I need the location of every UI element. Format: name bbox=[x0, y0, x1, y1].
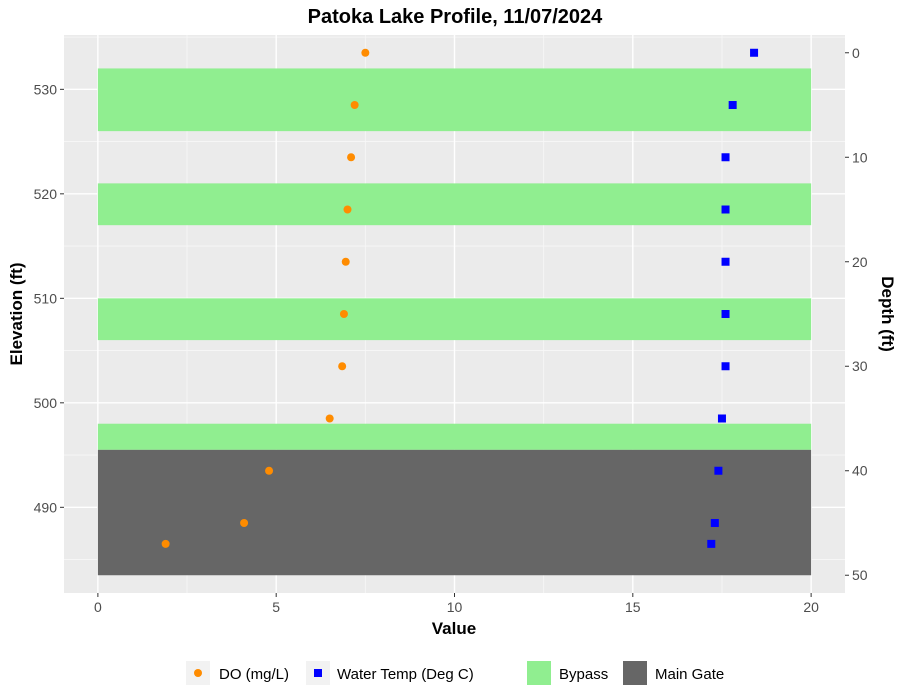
x-tick-label: 10 bbox=[447, 599, 463, 615]
y2-tick-label: 40 bbox=[852, 463, 868, 479]
plot-area bbox=[64, 35, 845, 593]
y2-tick-label: 0 bbox=[852, 45, 860, 61]
y2-tick-label: 30 bbox=[852, 358, 868, 374]
water-temp-deg-c-point bbox=[717, 414, 726, 423]
do-mg-l-point bbox=[338, 362, 347, 371]
legend-label-main-gate: Main Gate bbox=[655, 666, 724, 683]
y-axis-elevation: 490 500 510 520 530 bbox=[34, 81, 64, 515]
do-mg-l-point bbox=[325, 414, 334, 423]
y-axis-depth: 0 10 20 30 40 50 bbox=[845, 45, 868, 583]
do-mg-l-point bbox=[343, 205, 352, 214]
legend-key-main-gate bbox=[623, 661, 647, 685]
y-tick-label: 530 bbox=[34, 81, 58, 97]
do-mg-l-point bbox=[361, 48, 370, 57]
legend-label-do-mg-l: DO (mg/L) bbox=[219, 666, 289, 683]
y-tick-label: 490 bbox=[34, 499, 58, 515]
y2-tick-label: 10 bbox=[852, 149, 868, 165]
x-axis: 0 5 10 15 20 bbox=[94, 593, 819, 615]
main-gate-band bbox=[97, 449, 812, 576]
do-mg-l-point bbox=[161, 539, 170, 548]
y2-tick-label: 20 bbox=[852, 254, 868, 270]
y-tick-label: 510 bbox=[34, 290, 58, 306]
legend-key-bypass bbox=[527, 661, 551, 685]
y-tick-label: 500 bbox=[34, 395, 58, 411]
chart-title: Patoka Lake Profile, 11/07/2024 bbox=[308, 6, 604, 28]
water-temp-deg-c-point bbox=[721, 310, 730, 318]
x-tick-label: 5 bbox=[272, 599, 280, 615]
water-temp-deg-c-point bbox=[714, 466, 723, 475]
y-axis-title: Elevation (ft) bbox=[7, 263, 26, 366]
legend-key-water-temp-deg-c bbox=[314, 669, 322, 677]
water-temp-deg-c-point bbox=[728, 101, 737, 110]
do-mg-l-point bbox=[240, 518, 249, 527]
do-mg-l-point bbox=[341, 257, 350, 266]
do-mg-l-point bbox=[350, 101, 359, 110]
legend: DO (mg/L) Water Temp (Deg C) Bypass Main Ga… bbox=[186, 661, 724, 685]
legend-key-do-mg-l bbox=[194, 669, 202, 677]
water-temp-deg-c-point bbox=[710, 518, 719, 527]
legend-label-water-temp-deg-c: Water Temp (Deg C) bbox=[337, 666, 474, 683]
bypass-band bbox=[97, 68, 812, 132]
x-tick-label: 0 bbox=[94, 599, 102, 615]
x-tick-label: 15 bbox=[625, 599, 641, 615]
water-temp-deg-c-point bbox=[750, 48, 759, 57]
water-temp-deg-c-point bbox=[707, 539, 716, 548]
x-axis-title: Value bbox=[432, 619, 476, 638]
do-mg-l-point bbox=[339, 310, 348, 318]
water-temp-deg-c-point bbox=[721, 153, 730, 162]
do-mg-l-point bbox=[265, 466, 274, 475]
legend-label-bypass: Bypass bbox=[559, 666, 608, 683]
bypass-band bbox=[97, 298, 812, 341]
water-temp-deg-c-point bbox=[721, 205, 730, 214]
water-temp-deg-c-point bbox=[721, 362, 730, 371]
x-tick-label: 20 bbox=[803, 599, 819, 615]
bypass-band bbox=[97, 183, 812, 226]
y2-axis-title: Depth (ft) bbox=[878, 276, 897, 352]
y-tick-label: 520 bbox=[34, 186, 58, 202]
water-temp-deg-c-point bbox=[721, 257, 730, 266]
y2-tick-label: 50 bbox=[852, 567, 868, 583]
bypass-band bbox=[97, 423, 812, 450]
do-mg-l-point bbox=[347, 153, 356, 162]
